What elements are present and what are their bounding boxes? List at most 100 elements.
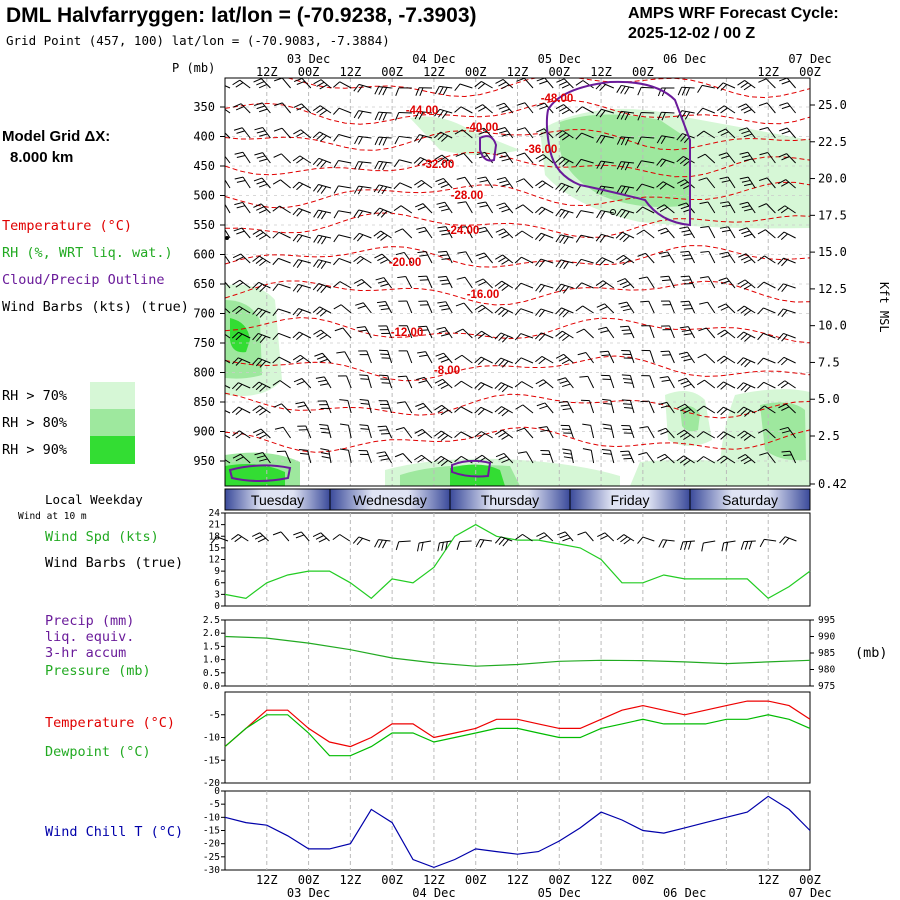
wind-barb [375,277,393,289]
wind-barb [619,325,635,339]
wind-barb [332,81,352,89]
wind-barb [273,403,291,414]
panel-tick-label: -5 [209,799,220,810]
wind-barb [352,536,371,546]
wind-barb [759,152,776,164]
weekday-label: Friday [611,492,650,508]
bottom-date-label: 06 Dec [663,886,706,900]
wind-barb [598,326,615,339]
cross-section-panel: -48.00 -44.00 -40.00 -36.00 -32.00 -28.00 -24.… [224,77,811,487]
wind-barb [575,305,594,314]
wind-barb [615,208,635,219]
wind-barb [333,304,352,314]
temperature-line [224,700,811,748]
wind-barb [779,102,796,114]
height-tick-label: 20.0 [818,172,847,186]
wind-barb [225,176,231,189]
temperature-contour-label: -48.00 [541,93,574,105]
wind-barb [621,349,635,364]
height-tick-label: 7.5 [818,355,840,369]
wind-barb [456,540,472,550]
wind-barb [601,449,615,464]
wind-barb [455,302,473,314]
wind-barb [253,177,271,189]
wind-barb [494,357,513,368]
wind-barb [231,357,251,366]
wind-barb [595,257,615,266]
wind-barb [717,128,736,139]
panel-right-tick-label: 975 [818,681,835,692]
wind-barb [575,106,594,114]
wind-barb [312,157,332,168]
wind-barb [696,379,716,389]
precip-label: Precip (mm) [45,613,134,629]
wind-barb [596,210,614,219]
wind-barb [697,153,716,164]
panel-tick-label: -10 [203,812,220,823]
wind-barb [292,207,311,217]
bottom-hour-label: 00Z [632,873,654,887]
bottom-hour-label: 00Z [548,873,570,887]
weekday-label: Wednesday [353,492,427,508]
wind-barb [680,540,695,551]
wind-barb [313,259,332,269]
wind-barb [398,300,413,314]
wind-barb [457,201,473,214]
wind-barb [434,404,453,416]
wind-barb [656,135,675,145]
wind-barb [320,448,332,464]
wind-barb [496,102,514,114]
weekday-label: Saturday [722,492,778,508]
temperature-contour-line [225,392,810,419]
legend-wind-barbs: Wind Barbs (kts) (true) [2,299,189,315]
top-date-label: 05 Dec [538,52,581,66]
height-ticks: 25.0 22.5 20.0 17.5 15.0 12.5 10.0 7.5 5.0 2.5 0.4… [810,98,847,491]
wind-barb [697,353,716,364]
wind-barb [273,153,291,164]
wind-barb [680,275,696,289]
wind-barb [234,176,251,189]
wind-barb [658,539,675,548]
wind-barb [716,381,736,390]
wind-barb [225,406,231,414]
wind-barb [454,380,473,389]
wind-barb [535,379,554,389]
wind-barb [757,428,776,439]
bottom-date-label: 04 Dec [412,886,455,900]
wind-barb [232,305,251,315]
wind-barb [557,531,574,542]
wind-barb [225,355,231,364]
forecast-cycle-time: 2025-12-02 / 00 Z [628,25,755,42]
wind-barb [225,329,231,339]
wind-barb [696,107,715,115]
pressure-tick-label: 650 [193,277,215,291]
top-date-label: 03 Dec [287,52,330,66]
wind-barb [376,451,393,464]
wind-barb [778,78,796,89]
wind-barb [292,331,312,340]
wind-barb [757,307,776,315]
height-tick-label: 15.0 [818,245,847,259]
wind-barb [416,376,433,389]
wind-barb [535,308,554,318]
wind-barb [596,160,614,170]
wind-barb [536,532,554,542]
wind-barb [415,87,433,96]
wind-barb [254,451,271,464]
wind-barb [575,234,594,243]
wind-barb [474,356,493,366]
panel-tick-label: 0.0 [203,681,220,692]
wind-barb [395,540,411,551]
wind-barb [333,210,352,219]
wind-barb [435,352,453,364]
wind-barb [757,229,776,239]
wind-barb [434,430,453,441]
wind-barb [657,111,675,121]
wind-barb [641,349,655,364]
wind-barb [474,406,493,416]
panel-right-tick-label: 990 [818,632,835,643]
temperature-contour-line [286,78,810,99]
wind-barb [393,205,413,214]
wind-barb [374,253,392,264]
wind-barb [474,431,493,440]
